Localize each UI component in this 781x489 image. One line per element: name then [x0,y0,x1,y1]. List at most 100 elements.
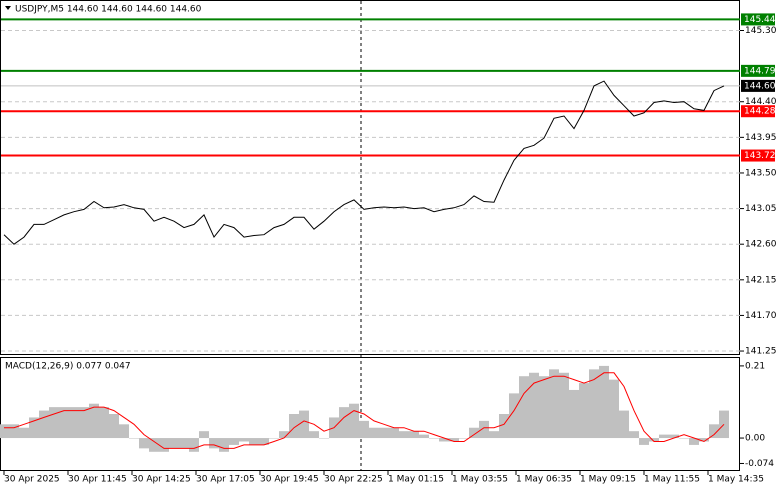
histogram-bar [609,379,619,439]
histogram-bar [359,420,369,439]
histogram-bar [39,410,49,439]
price-line [3,80,725,245]
x-tick-label: 30 Apr 19:45 [260,475,319,485]
histogram-bar [699,438,709,442]
histogram-bar [479,420,489,439]
histogram-bar [669,434,679,439]
histogram-bar [529,372,539,439]
histogram-bar [679,438,689,439]
histogram-bar [469,427,479,439]
histogram-bar [449,438,459,442]
histogram-bar [79,407,89,439]
histogram-bar [349,403,359,439]
histogram-bar [19,427,29,439]
histogram-bar [249,438,259,445]
histogram-bar [229,438,239,445]
histogram-bar [459,438,469,439]
x-tick-label: 1 May 01:15 [388,475,444,485]
macd-frame [0,357,740,471]
histogram-bar [539,376,549,439]
y-tick-label: 145.30 [745,26,777,36]
histogram-bar [99,407,109,439]
histogram-bar [429,438,439,439]
histogram-bar [689,438,699,445]
y-tick-label: 0.21 [745,361,765,371]
histogram-bar [579,383,589,439]
histogram-bar [169,438,179,449]
histogram-bar [339,407,349,439]
level-label-box [741,105,775,118]
histogram-bar [139,438,149,449]
histogram-bar [439,438,449,442]
histogram-bar [589,369,599,439]
histogram-bar [659,434,669,439]
x-tick-label: 30 Apr 2025 [4,475,60,485]
y-tick-label: 143.50 [745,168,777,178]
y-tick-label: 142.60 [745,240,777,250]
y-tick-label: -0.074 [745,459,774,469]
level-label: 145.44 [744,15,776,25]
level-label: 144.28 [744,107,776,117]
histogram-bar [49,407,59,439]
level-label: 144.79 [744,66,776,76]
current-price-box [741,79,775,92]
histogram-bar [489,431,499,439]
histogram-bar [619,410,629,439]
x-tick-label: 30 Apr 17:05 [196,475,255,485]
level-label-box [741,13,775,26]
signal-line [4,372,725,449]
histogram-bar [239,438,249,442]
histogram-bar [29,417,39,439]
histogram-bar [269,438,279,439]
histogram-bar [379,427,389,439]
histogram-bar [569,389,579,439]
y-tick-label: 144.40 [745,97,777,107]
level-label: 143.72 [744,151,776,161]
chart-title: USDJPY,M5 144.60 144.60 144.60 144.60 [15,5,202,15]
histogram-bar [559,372,569,439]
current-price-label: 144.60 [744,81,776,91]
histogram-bar [179,438,189,449]
x-tick-label: 1 May 06:35 [516,475,572,485]
histogram-bar [419,434,429,439]
x-tick-label: 1 May 03:55 [452,475,508,485]
histogram-bar [649,438,659,442]
x-tick-label: 30 Apr 14:25 [132,475,191,485]
histogram-bar [499,414,509,439]
y-tick-label: 0.00 [745,434,765,444]
histogram-bar [199,431,209,439]
histogram-bar [309,431,319,439]
histogram-bar [409,431,419,439]
price-frame [0,0,740,355]
histogram-bar [709,424,719,439]
macd-title: MACD(12,26,9) 0.077 0.047 [5,362,131,372]
histogram-bar [399,431,409,439]
level-label-box [741,149,775,162]
x-tick-label: 1 May 11:55 [644,475,700,485]
histogram-bar [69,407,79,439]
histogram-bar [129,438,139,439]
histogram-bar [629,431,639,439]
histogram-bar [219,438,229,452]
histogram-bar [159,438,169,452]
histogram-bar [519,376,529,439]
histogram-bar [549,369,559,439]
histogram-bar [299,410,309,439]
x-tick-label: 30 Apr 22:25 [324,475,383,485]
histogram-bar [59,407,69,439]
histogram-bar [119,424,129,439]
x-tick-label: 30 Apr 11:45 [68,475,127,485]
histogram-bar [289,414,299,439]
y-tick-label: 142.15 [745,275,777,285]
y-tick-label: 143.05 [745,204,777,214]
histogram-bar [599,365,609,439]
histogram-bar [109,414,119,439]
histogram-bar [389,427,399,439]
histogram-bar [319,438,329,439]
histogram-bar [209,438,219,449]
y-tick-label: 143.95 [745,133,777,143]
menu-arrow [5,6,11,10]
histogram-bar [0,424,9,439]
y-tick-label: 141.25 [745,347,777,357]
